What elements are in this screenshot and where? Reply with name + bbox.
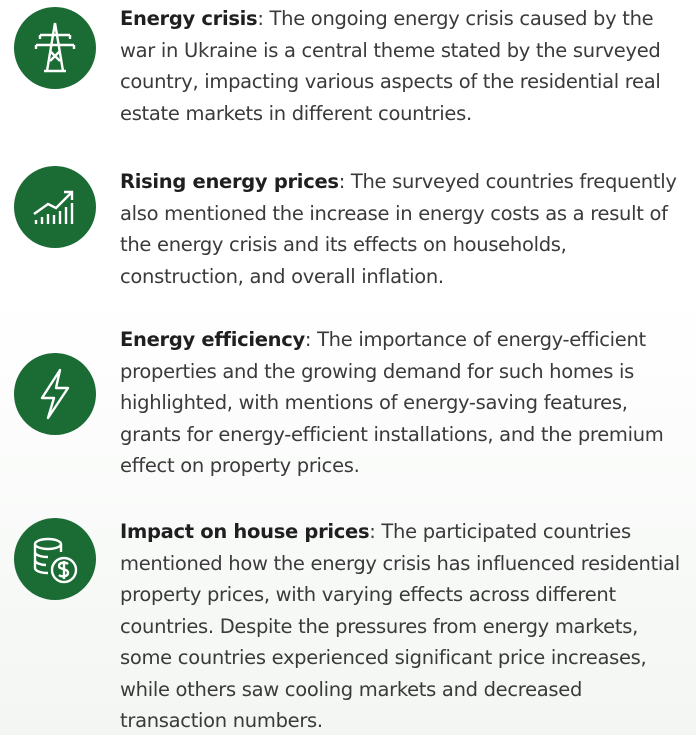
item-text: Rising energy prices: The surveyed count… [120, 166, 694, 292]
item-body: : The ongoing energy crisis caused by th… [120, 7, 661, 125]
icon-pylon [14, 7, 96, 89]
item-body: : The importance of energy-efficient pro… [120, 328, 664, 477]
item-term: Impact on house prices [120, 520, 370, 543]
item-body: : The participated countries mentioned h… [120, 520, 680, 732]
item-term: Rising energy prices [120, 170, 339, 193]
item-text: Energy crisis: The ongoing energy crisis… [120, 3, 694, 129]
item-text: Energy efficiency: The importance of ene… [120, 324, 694, 482]
icon-coins [14, 518, 96, 600]
item-text: Impact on house prices: The participated… [120, 516, 694, 737]
icon-rising-chart [14, 166, 96, 248]
item-term: Energy crisis [120, 7, 258, 30]
item-term: Energy efficiency [120, 328, 305, 351]
item-body: : The surveyed countries frequently also… [120, 170, 677, 288]
icon-bolt [14, 353, 96, 435]
